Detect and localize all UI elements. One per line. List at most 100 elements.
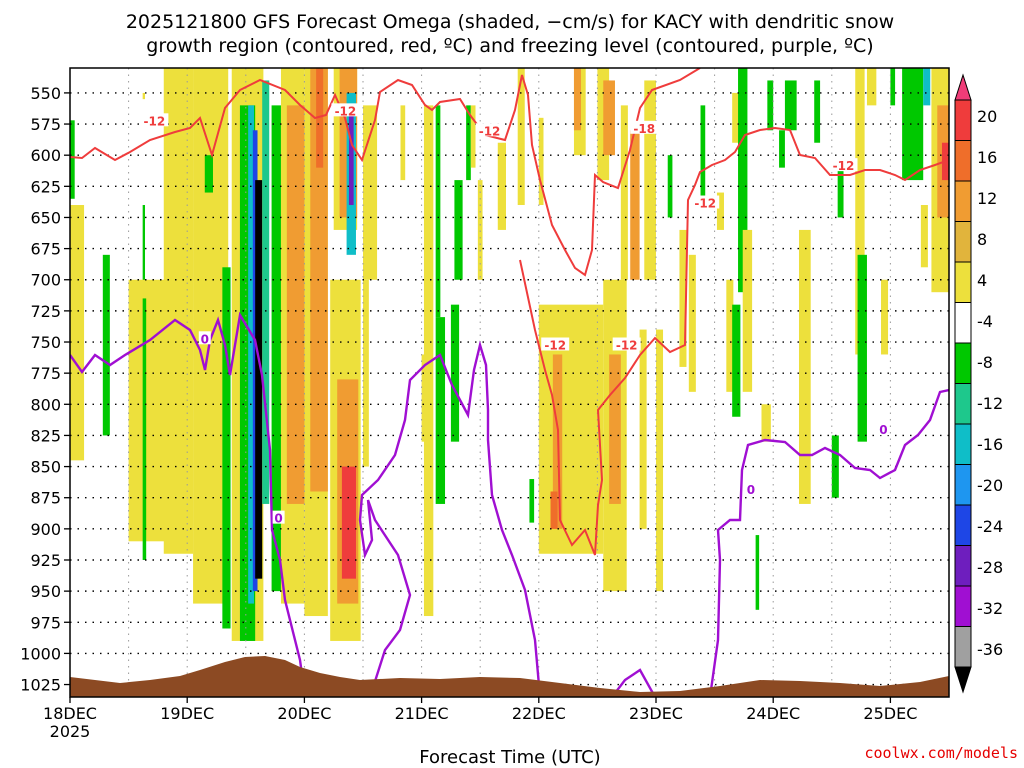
omega-cell-33 xyxy=(400,105,406,181)
colorbar-swatch-7 xyxy=(954,383,972,425)
omega-cell-72 xyxy=(755,535,760,610)
y-tick-label-13: 875 xyxy=(30,489,61,508)
omega-cell-18 xyxy=(271,105,281,592)
y-tick-label-3: 625 xyxy=(30,177,61,196)
x-axis-time: 18DEC 19DEC 20DEC 21DEC 22DEC 23DEC 24DEC 25DEC xyxy=(43,697,917,723)
omega-cell-65 xyxy=(716,192,724,230)
y-tick-label-1: 575 xyxy=(30,115,61,134)
contour-label-bg-4 xyxy=(691,195,720,209)
x-tick-label-6: 24DEC xyxy=(746,704,800,723)
terrain-ground xyxy=(70,656,949,697)
omega-cell-42 xyxy=(477,180,483,280)
omega-cell-76 xyxy=(798,229,811,504)
contour-label-6: -12 xyxy=(616,339,638,353)
colorbar-swatch-10 xyxy=(954,504,972,546)
colorbar-label-5: -4 xyxy=(977,312,993,331)
omega-cell-49 xyxy=(550,491,558,529)
x-axis-year-label: 2025 xyxy=(50,722,91,741)
contour-label-bg-2 xyxy=(475,123,504,137)
omega-cell-68 xyxy=(732,304,741,417)
y-tick-label-12: 850 xyxy=(30,458,61,477)
contour-label-bg-3 xyxy=(630,120,659,134)
contour-label-7: -12 xyxy=(833,159,855,173)
omega-cell-22 xyxy=(310,68,328,492)
colorbar-bottom-arrow xyxy=(954,666,972,694)
omega-cell-44 xyxy=(517,68,525,206)
chart-title-line-1: 2025121800 GFS Forecast Omega (shaded, −… xyxy=(126,11,894,33)
x-tick-label-0: 18DEC xyxy=(43,704,97,723)
omega-cell-75 xyxy=(779,130,785,168)
contour-label-bg-11 xyxy=(877,422,890,436)
contour-label-11: 0 xyxy=(879,423,887,437)
colorbar-label-12: -32 xyxy=(977,599,1003,618)
colorbar-swatch-8 xyxy=(954,423,972,465)
colorbar-swatch-5 xyxy=(954,302,972,344)
x-tick-label-3: 21DEC xyxy=(395,704,449,723)
omega-cell-70 xyxy=(742,229,753,392)
colorbar-swatch-0 xyxy=(954,99,972,141)
y-tick-label-0: 550 xyxy=(30,84,61,103)
colorbar-swatch-1 xyxy=(954,140,972,182)
omega-cell-32 xyxy=(363,279,369,467)
colorbar-swatch-4 xyxy=(954,261,972,303)
fzl-contour-far-right xyxy=(708,388,949,697)
contour-label-bg-5 xyxy=(541,337,570,351)
omega-cell-77 xyxy=(814,80,821,143)
colorbar: 20 16 12 8 4 -4 -8 -12 -16 -20 -24 -28 -32 -36 xyxy=(954,73,1003,694)
y-tick-label-7: 725 xyxy=(30,302,61,321)
contour-label-bg-0 xyxy=(140,113,169,127)
omega-cell-10 xyxy=(204,155,213,193)
omega-cell-2 xyxy=(102,254,110,436)
omega-cell-56 xyxy=(620,105,628,280)
contour-labels: -12 -12 -12 -18 -12 -12 -12 -12 0 0 0 0 xyxy=(140,103,890,526)
x-tick-label-7: 25DEC xyxy=(863,704,917,723)
omega-cell-58 xyxy=(639,329,647,529)
y-tick-label-9: 775 xyxy=(30,364,61,383)
omega-cell-31 xyxy=(363,105,378,280)
omega-cell-51 xyxy=(573,68,581,131)
credit-text: coolwx.com/models xyxy=(864,744,1018,762)
x-tick-label-2: 20DEC xyxy=(277,704,331,723)
colorbar-swatch-6 xyxy=(954,342,972,384)
dendritic-growth-contours xyxy=(70,68,949,556)
omega-cell-30 xyxy=(341,466,356,579)
plot-area: -12 -12 -12 -18 -12 -12 -12 -12 0 0 0 0 xyxy=(70,68,949,697)
omega-cell-35 xyxy=(423,105,434,617)
omega-cell-27 xyxy=(348,105,354,206)
colorbar-label-4: 4 xyxy=(977,271,987,290)
contour-label-bg-9 xyxy=(272,510,285,524)
omega-cell-5 xyxy=(142,298,147,560)
y-tick-label-8: 750 xyxy=(30,333,61,352)
colorbar-label-9: -20 xyxy=(977,476,1003,495)
fzl-contour-main xyxy=(70,311,307,697)
colorbar-swatch-2 xyxy=(954,180,972,222)
omega-cell-83 xyxy=(881,279,889,355)
contour-label-3: -18 xyxy=(633,122,655,136)
omega-cell-81 xyxy=(857,254,867,442)
freezing-level-contours xyxy=(70,311,949,697)
contour-label-bg-8 xyxy=(198,331,211,345)
colorbar-label-1: 16 xyxy=(977,148,997,167)
omega-cell-39 xyxy=(454,180,463,280)
colorbar-top-arrow xyxy=(954,73,972,101)
omega-cell-82 xyxy=(866,68,877,106)
omega-cell-23 xyxy=(316,68,324,168)
x-tick-label-1: 19DEC xyxy=(160,704,214,723)
contour-label-2: -12 xyxy=(479,124,501,138)
fzl-contour-mid xyxy=(358,340,542,697)
y-tick-label-2: 600 xyxy=(30,146,61,165)
colorbar-label-11: -28 xyxy=(977,558,1003,577)
omega-cell-16 xyxy=(255,180,263,579)
contour-label-5: -12 xyxy=(544,339,566,353)
omega-cell-0 xyxy=(70,120,75,199)
omega-cell-36 xyxy=(435,105,441,318)
omega-cell-6 xyxy=(142,92,146,100)
omega-cell-17 xyxy=(262,80,270,504)
colorbar-label-3: 8 xyxy=(977,230,987,249)
y-tick-label-18: 1000 xyxy=(20,644,61,663)
colorbar-label-0: 20 xyxy=(977,107,997,126)
contour-label-8: 0 xyxy=(201,332,209,346)
omega-cell-71 xyxy=(761,404,771,442)
omega-cell-86 xyxy=(923,68,931,106)
